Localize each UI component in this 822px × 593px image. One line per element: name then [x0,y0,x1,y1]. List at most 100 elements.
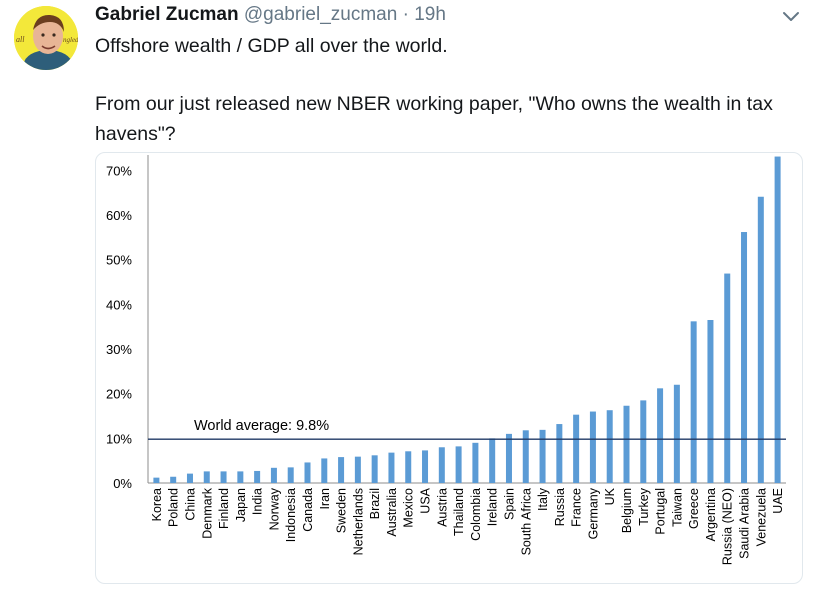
tweet-text: Offshore wealth / GDP all over the world… [95,32,795,149]
x-tick-label: Sweden [335,488,349,533]
bar-turkey [640,400,647,483]
bar-norway [270,467,277,483]
bar-argentina [707,320,714,483]
x-tick-label: Portugal [654,488,668,535]
y-tick-label: 60% [106,208,132,223]
tweet-text-line1: Offshore wealth / GDP all over the world… [95,35,448,57]
bar-venezuela [757,196,764,483]
x-tick-label: Finland [217,488,231,529]
bar-mexico [405,451,412,483]
tweet-text-line2: From our just released new NBER working … [95,93,773,145]
x-tick-label: Saudi Arabia [738,488,752,559]
separator-dot: · [402,4,409,25]
x-tick-label: Colombia [469,488,483,541]
tweet-header: Gabriel Zucman @gabriel_zucman · 19h [95,4,446,26]
x-tick-label: Poland [167,488,181,527]
y-tick-label: 30% [106,342,132,357]
x-tick-label: China [183,488,197,521]
svg-text:all: all [16,35,25,44]
x-tick-label: Indonesia [284,488,298,542]
x-tick-label: Venezuela [754,488,768,546]
x-tick-label: Belgium [620,488,634,533]
bar-greece [690,321,697,483]
bar-indonesia [287,467,294,483]
x-tick-label: Brazil [368,488,382,519]
y-tick-label: 10% [106,431,132,446]
author-handle[interactable]: @gabriel_zucman [243,4,398,25]
x-tick-label: Korea [150,488,164,521]
offshore-wealth-bar-chart: 0% 10% 20% 30% 40% 50% 60% 70% Korea Poland China D… [106,155,786,565]
x-tick-label: Iran [318,488,332,510]
bar-colombia [472,442,479,483]
bar-poland [170,476,177,483]
x-tick-label: Australia [385,488,399,537]
bar-uae [774,156,781,484]
bar-brazil [371,455,378,483]
x-tick-label: Russia [553,488,567,526]
x-tick-label: India [251,488,265,515]
avatar[interactable]: all ngled [14,6,78,70]
bar-thailand [455,446,462,483]
x-tick-label: UAE [771,488,785,514]
bar-netherlands [354,456,361,483]
x-tick-label: Russia (NEO) [721,488,735,565]
x-tick-label: France [570,488,584,527]
bar-uk [606,410,613,483]
y-tick-label: 20% [106,387,132,402]
bar-belgium [623,405,630,483]
x-tick-label: Norway [267,487,281,530]
x-tick-label: USA [419,487,433,513]
x-tick-label: Italy [536,487,550,511]
x-tick-label: Greece [687,488,701,529]
x-tick-label: UK [603,487,617,505]
x-tick-label: Argentina [704,488,718,542]
bar-austria [438,447,445,483]
x-tick-label: Thailand [452,488,466,536]
more-options-button[interactable] [778,6,804,28]
x-tick-label: Denmark [200,487,214,538]
author-name[interactable]: Gabriel Zucman [95,4,239,25]
bar-australia [388,452,395,483]
x-tick-label: Japan [234,488,248,522]
x-tick-label: Netherlands [351,488,365,555]
avatar-image: all ngled [14,6,78,70]
x-tick-label: Ireland [486,488,500,526]
tweet-media-card[interactable]: 0% 10% 20% 30% 40% 50% 60% 70% Korea Poland China D… [95,152,803,584]
bar-spain [505,433,512,483]
x-tick-label: Turkey [637,487,651,525]
chevron-down-icon [783,12,799,21]
bar-finland [220,471,227,483]
x-tick-label: Austria [435,488,449,527]
x-tick-label: South Africa [519,488,533,555]
x-tick-label: Spain [502,488,516,520]
bar-iran [321,458,328,483]
x-tick-label: Mexico [402,488,416,528]
bar-japan [237,471,244,483]
bar-russia [556,424,563,483]
y-tick-label: 50% [106,253,132,268]
bar-sweden [338,457,345,483]
bar-france [573,414,580,483]
x-tick-label: Germany [586,487,600,539]
svg-text:ngled: ngled [63,36,78,44]
y-tick-label: 40% [106,297,132,312]
bar-italy [539,429,546,483]
bar-germany [589,411,596,483]
y-tick-label: 0% [113,476,132,491]
bar-china [186,473,193,483]
tweet-timestamp[interactable]: 19h [414,4,446,25]
world-average-label: World average: 9.8% [194,418,329,434]
x-tick-label: Taiwan [670,488,684,527]
bar-russia-neo [724,273,731,483]
bar-denmark [203,471,210,483]
bar-portugal [657,388,664,483]
x-tick-label: Canada [301,488,315,532]
bar-india [254,470,261,483]
bar-korea [153,477,160,483]
bar-usa [422,450,429,483]
y-tick-label: 70% [106,163,132,178]
bar-south-africa [522,430,529,483]
bar-taiwan [673,384,680,483]
bar-canada [304,462,311,483]
bar-ireland [489,438,496,483]
